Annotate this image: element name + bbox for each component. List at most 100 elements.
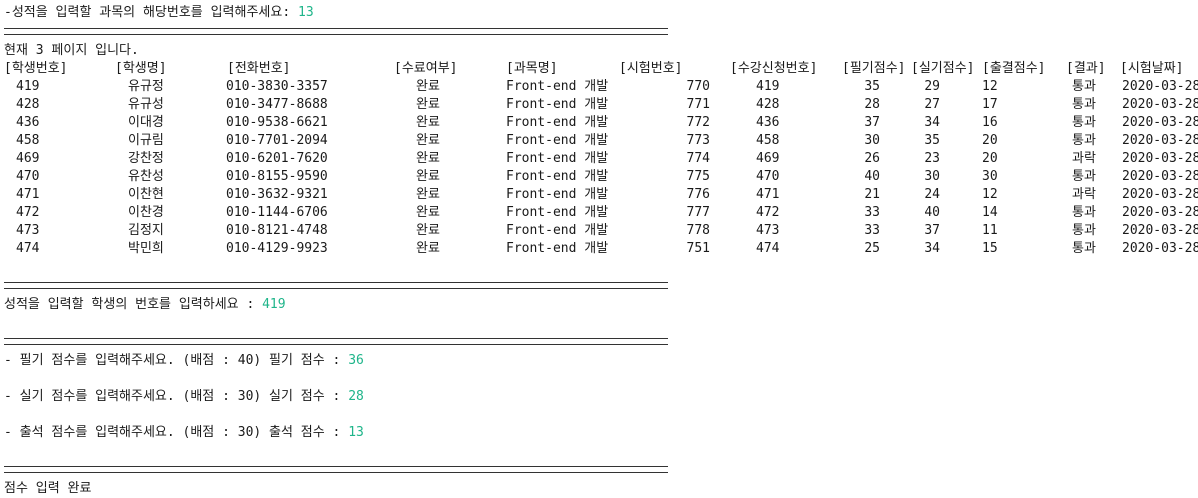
practical-input-value: 28 <box>348 389 364 404</box>
attendance-prompt-text: - 출석 점수를 입력해주세요. (배점 : 30) 출석 점수 : <box>4 425 349 440</box>
cell-attendance: 15 <box>982 241 998 256</box>
cell-student-no: 470 <box>16 169 40 184</box>
cell-subject: Front-end 개발 <box>506 133 609 148</box>
header-practical: [실기점수] <box>911 61 975 76</box>
subject-input-value: 13 <box>298 5 314 20</box>
cell-subject: Front-end 개발 <box>506 151 609 166</box>
cell-enroll-no: 458 <box>756 133 780 148</box>
cell-result: 통과 <box>1072 169 1096 184</box>
cell-student-no: 428 <box>16 97 40 112</box>
attendance-prompt-line: - 출석 점수를 입력해주세요. (배점 : 30) 출석 점수 : 13 <box>4 424 1194 442</box>
cell-attendance: 20 <box>982 133 998 148</box>
cell-subject: Front-end 개발 <box>506 115 609 130</box>
written-prompt-line: - 필기 점수를 입력해주세요. (배점 : 40) 필기 점수 : 36 <box>4 352 1194 370</box>
cell-attendance: 14 <box>982 205 998 220</box>
cell-attendance: 12 <box>982 187 998 202</box>
cell-exam-no: 770 <box>686 79 710 94</box>
cell-enroll-no: 436 <box>756 115 780 130</box>
cell-completion: 완료 <box>416 151 440 166</box>
cell-exam-no: 751 <box>686 241 710 256</box>
cell-student-no: 419 <box>16 79 40 94</box>
cell-student-no: 458 <box>16 133 40 148</box>
cell-completion: 완료 <box>416 169 440 184</box>
cell-exam-no: 777 <box>686 205 710 220</box>
cell-written: 28 <box>864 97 880 112</box>
cell-completion: 완료 <box>416 241 440 256</box>
completion-message: 점수 입력 완료 <box>4 481 92 496</box>
cell-student-name: 이대경 <box>128 115 164 130</box>
cell-student-no: 472 <box>16 205 40 220</box>
cell-practical: 35 <box>924 133 940 148</box>
header-completion: [수료여부] <box>394 61 458 76</box>
header-attendance: [출결점수] <box>982 61 1046 76</box>
cell-phone: 010-3632-9321 <box>226 187 328 202</box>
cell-student-no: 473 <box>16 223 40 238</box>
cell-student-name: 유찬성 <box>128 169 164 184</box>
cell-practical: 29 <box>924 79 940 94</box>
cell-completion: 완료 <box>416 223 440 238</box>
separator-rule <box>4 338 668 345</box>
table-row: 471 이찬현 010-3632-9321 완료 Front-end 개발 77… <box>4 186 1198 204</box>
blank-line <box>4 258 1194 276</box>
cell-subject: Front-end 개발 <box>506 187 609 202</box>
cell-written: 35 <box>864 79 880 94</box>
separator-rule <box>4 282 668 289</box>
cell-phone: 010-3477-8688 <box>226 97 328 112</box>
cell-exam-date: 2020-03-28 <box>1122 187 1198 202</box>
subject-prompt-line: -성적을 입력할 과목의 해당번호를 입력해주세요: 13 <box>4 4 1194 22</box>
cell-attendance: 30 <box>982 169 998 184</box>
cell-written: 26 <box>864 151 880 166</box>
separator-rule <box>4 28 668 35</box>
cell-attendance: 12 <box>982 79 998 94</box>
cell-exam-date: 2020-03-28 <box>1122 241 1198 256</box>
cell-practical: 40 <box>924 205 940 220</box>
cell-written: 30 <box>864 133 880 148</box>
table-body: 419 유규정 010-3830-3357 완료 Front-end 개발 77… <box>4 78 1198 258</box>
cell-result: 통과 <box>1072 97 1096 112</box>
cell-phone: 010-3830-3357 <box>226 79 328 94</box>
cell-phone: 010-7701-2094 <box>226 133 328 148</box>
cell-enroll-no: 470 <box>756 169 780 184</box>
cell-result: 통과 <box>1072 223 1096 238</box>
practical-prompt-line: - 실기 점수를 입력해주세요. (배점 : 30) 실기 점수 : 28 <box>4 388 1194 406</box>
student-prompt-line: 성적을 입력할 학생의 번호를 입력하세요 : 419 <box>4 296 1194 314</box>
cell-completion: 완료 <box>416 133 440 148</box>
student-input-value: 419 <box>262 297 286 312</box>
header-exam-date: [시험날짜] <box>1120 61 1184 76</box>
table-row: 458 이규림 010-7701-2094 완료 Front-end 개발 77… <box>4 132 1198 150</box>
table-row: 472 이찬경 010-1144-6706 완료 Front-end 개발 77… <box>4 204 1198 222</box>
cell-exam-date: 2020-03-28 <box>1122 151 1198 166</box>
cell-written: 37 <box>864 115 880 130</box>
table-row: 473 김정지 010-8121-4748 완료 Front-end 개발 77… <box>4 222 1198 240</box>
cell-exam-no: 774 <box>686 151 710 166</box>
table-row: 419 유규정 010-3830-3357 완료 Front-end 개발 77… <box>4 78 1198 96</box>
cell-written: 33 <box>864 223 880 238</box>
cell-practical: 23 <box>924 151 940 166</box>
cell-result: 과락 <box>1072 151 1096 166</box>
cell-enroll-no: 473 <box>756 223 780 238</box>
cell-attendance: 20 <box>982 151 998 166</box>
student-prompt-text: 성적을 입력할 학생의 번호를 입력하세요 : <box>4 297 263 312</box>
cell-exam-no: 776 <box>686 187 710 202</box>
cell-completion: 완료 <box>416 187 440 202</box>
cell-exam-no: 778 <box>686 223 710 238</box>
console-output: -성적을 입력할 과목의 해당번호를 입력해주세요: 13 현재 3 페이지 입… <box>4 4 1198 498</box>
cell-written: 25 <box>864 241 880 256</box>
cell-enroll-no: 428 <box>756 97 780 112</box>
cell-phone: 010-9538-6621 <box>226 115 328 130</box>
cell-result: 통과 <box>1072 133 1096 148</box>
practical-prompt-text: - 실기 점수를 입력해주세요. (배점 : 30) 실기 점수 : <box>4 389 349 404</box>
blank-line <box>4 370 1194 388</box>
cell-student-no: 469 <box>16 151 40 166</box>
cell-attendance: 11 <box>982 223 998 238</box>
cell-student-name: 강찬정 <box>128 151 164 166</box>
table-header: [학생번호] [학생명] [전화번호] [수료여부] [과목명] [시험번호] … <box>4 60 1194 78</box>
cell-practical: 30 <box>924 169 940 184</box>
cell-enroll-no: 474 <box>756 241 780 256</box>
blank-line <box>4 442 1194 460</box>
cell-exam-no: 771 <box>686 97 710 112</box>
cell-completion: 완료 <box>416 205 440 220</box>
cell-subject: Front-end 개발 <box>506 223 609 238</box>
cell-written: 21 <box>864 187 880 202</box>
table-row: 428 유규성 010-3477-8688 완료 Front-end 개발 77… <box>4 96 1198 114</box>
